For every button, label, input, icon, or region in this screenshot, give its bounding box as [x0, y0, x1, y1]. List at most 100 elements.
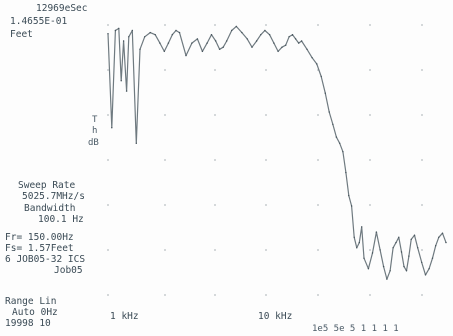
header-value: 1.4655E-01: [10, 16, 67, 27]
x-tick-10khz: 10 kHz: [258, 311, 292, 322]
grid-dot: [164, 204, 166, 206]
data-point: [350, 205, 353, 207]
grid-dot: [214, 294, 216, 296]
plot-grid: [107, 24, 423, 296]
grid-dot: [421, 294, 423, 296]
grid-dot: [317, 24, 319, 26]
y-unit-2: h: [92, 126, 97, 136]
range-auto: Auto 0Hz: [12, 307, 58, 318]
param-job-name: Job05: [54, 265, 83, 276]
grid-dot: [214, 114, 216, 116]
grid-dot: [214, 24, 216, 26]
header-time: 12969eSec: [36, 3, 87, 14]
data-point: [367, 268, 370, 270]
grid-dot: [421, 24, 423, 26]
y-unit-1: T: [92, 115, 98, 125]
grid-dot: [107, 24, 109, 26]
data-point: [222, 46, 224, 48]
grid-dot: [214, 204, 216, 206]
data-point: [339, 142, 341, 144]
y-unit-3: dB: [88, 138, 99, 148]
data-point: [281, 46, 283, 48]
data-point: [107, 33, 109, 35]
data-point: [206, 42, 208, 44]
data-point: [345, 171, 347, 174]
grid-dot: [369, 159, 371, 161]
grid-dot: [317, 249, 319, 251]
data-point: [118, 27, 120, 30]
data-point: [328, 111, 330, 113]
data-point: [131, 29, 133, 32]
data-point: [196, 38, 199, 40]
grid-dot: [107, 69, 109, 71]
data-point: [264, 29, 266, 32]
data-point: [417, 247, 419, 249]
data-point: [424, 274, 427, 276]
data-point: [445, 241, 447, 244]
grid-dot: [421, 249, 423, 251]
data-point: [316, 63, 318, 65]
data-point: [332, 123, 334, 126]
param-job: 6 JOB05-32 ICS: [5, 254, 85, 265]
series-line-0: [107, 25, 447, 280]
data-point: [431, 257, 434, 259]
data-point: [159, 42, 161, 44]
grid-dot: [369, 69, 371, 71]
data-point: [139, 48, 141, 50]
x-tick-1khz: 1 kHz: [110, 311, 139, 322]
data-point: [226, 40, 228, 42]
data-point: [251, 46, 253, 48]
data-point: [285, 44, 287, 46]
grid-dot: [164, 24, 166, 26]
data-point: [306, 48, 308, 50]
data-point: [163, 50, 165, 53]
data-point: [395, 241, 397, 244]
data-point: [120, 80, 122, 82]
range-value: 19998 10: [5, 318, 51, 329]
data-point: [375, 231, 378, 233]
data-point: [353, 236, 355, 238]
data-point: [356, 247, 358, 249]
data-point: [268, 34, 271, 36]
data-point: [428, 268, 430, 270]
grid-dot: [164, 159, 166, 161]
data-point: [320, 75, 322, 78]
data-point: [435, 245, 437, 247]
data-point: [363, 257, 365, 259]
data-point: [277, 50, 279, 53]
sweep-rate-label: Sweep Rate: [18, 180, 75, 191]
data-point: [392, 247, 394, 249]
data-point: [149, 31, 151, 34]
data-point: [348, 194, 350, 197]
data-point: [291, 34, 294, 36]
grid-dot: [214, 249, 216, 251]
grid-dot: [369, 24, 371, 26]
grid-dot: [421, 204, 423, 206]
grid-dot: [265, 114, 267, 116]
data-point: [379, 249, 381, 251]
data-point: [235, 25, 237, 28]
data-point: [405, 270, 408, 272]
data-point: [413, 234, 416, 236]
grid-dot: [317, 114, 319, 116]
data-point: [371, 252, 374, 254]
data-point: [288, 36, 290, 38]
data-point: [241, 31, 243, 34]
data-point: [386, 278, 388, 280]
data-point: [111, 127, 113, 129]
data-point: [294, 38, 297, 40]
data-point: [311, 57, 313, 59]
data-point: [441, 232, 444, 234]
grid-dot: [369, 249, 371, 251]
data-point: [215, 40, 217, 42]
x-axis-footer: 1e5 5e 5 1 1 1 1: [312, 324, 399, 334]
data-point: [361, 226, 363, 228]
grid-dot: [369, 204, 371, 206]
grid-dot: [265, 69, 267, 71]
sweep-rate-value: 5025.7MHz/s: [22, 191, 85, 202]
grid-dot: [421, 69, 423, 71]
grid-dot: [164, 294, 166, 296]
data-point: [167, 42, 170, 44]
